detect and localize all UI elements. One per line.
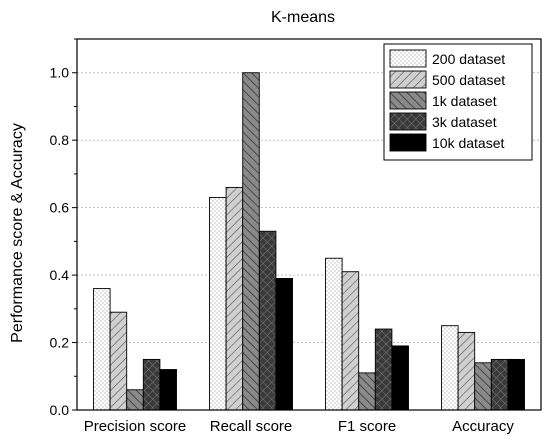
bar-3k-dataset-recall-score <box>258 230 277 411</box>
plot-frame <box>76 38 542 411</box>
bar-500-dataset-f1-score <box>341 271 360 411</box>
y-tick-label: 0.8 <box>50 132 70 148</box>
bar-200-dataset-f1-score <box>325 257 343 411</box>
legend-label: 3k dataset <box>432 114 497 130</box>
bar-10k-dataset-precision-score <box>159 369 177 411</box>
y-ticks: 0.0 0.2 0.4 0.6 0.8 1.0 <box>50 38 77 418</box>
bar-10k-dataset-recall-score <box>275 278 293 411</box>
legend: 200 dataset 500 dataset 1k dataset 3k datas… <box>383 43 533 161</box>
bar-500-dataset-recall-score <box>225 186 244 411</box>
bar-3k-dataset-f1-score <box>374 328 393 411</box>
legend-swatch <box>389 70 427 89</box>
legend-label: 500 dataset <box>432 72 505 88</box>
bar-10k-dataset-f1-score <box>391 345 409 411</box>
legend-swatch <box>389 112 427 131</box>
legend-label: 10k dataset <box>432 135 504 151</box>
bar-200-dataset-recall-score <box>209 197 227 411</box>
x-tick-label: Recall score <box>210 418 293 435</box>
y-tick-label: 1.0 <box>50 65 70 81</box>
y-tick-label: 0.2 <box>50 335 70 351</box>
bar-3k-dataset-precision-score <box>142 358 161 411</box>
bar-1k-dataset-precision-score <box>126 389 144 411</box>
bar-1k-dataset-recall-score <box>242 72 260 411</box>
gridlines <box>77 72 541 343</box>
bar-1k-dataset-accuracy <box>474 362 492 411</box>
bar-200-dataset-accuracy <box>441 325 459 411</box>
bar-500-dataset-precision-score <box>109 311 128 411</box>
legend-label: 1k dataset <box>432 93 497 109</box>
y-tick-label: 0.4 <box>50 267 70 283</box>
legend-swatch <box>389 91 427 110</box>
legend-label: 200 dataset <box>432 51 505 67</box>
legend-swatch <box>389 133 427 152</box>
legend-swatch <box>389 49 427 68</box>
y-tick-label: 0.0 <box>50 402 70 418</box>
y-axis-label: Performance score & Accuracy <box>9 123 26 343</box>
bars <box>93 72 525 411</box>
x-ticks: Precision score Recall score F1 score Accur… <box>84 418 515 435</box>
chart-title: K-means <box>271 9 335 26</box>
bar-3k-dataset-accuracy <box>490 358 509 411</box>
x-tick-label: F1 score <box>338 418 396 435</box>
x-tick-label: Accuracy <box>452 418 514 435</box>
bar-1k-dataset-f1-score <box>358 372 376 411</box>
bar-500-dataset-accuracy <box>457 331 476 411</box>
bar-200-dataset-precision-score <box>93 288 111 411</box>
bar-10k-dataset-accuracy <box>507 358 525 411</box>
y-tick-label: 0.6 <box>50 200 70 216</box>
x-tick-label: Precision score <box>84 418 187 435</box>
